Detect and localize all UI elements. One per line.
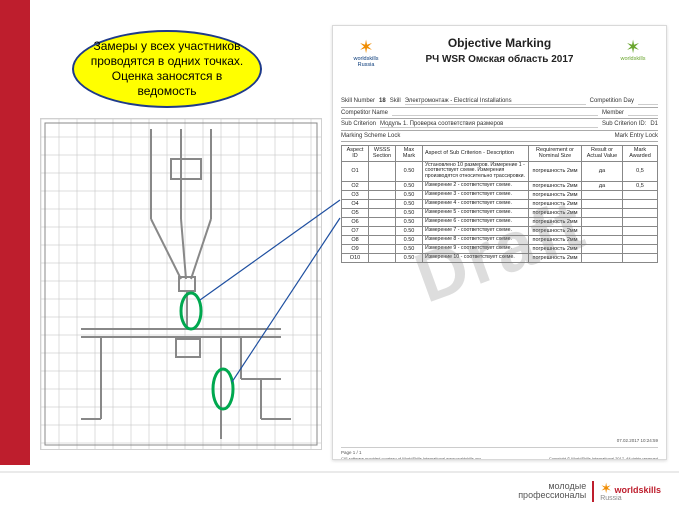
callout-bubble: Замеры у всех участников проводятся в од…: [72, 30, 262, 108]
footer-brand-sub: Russia: [600, 495, 661, 502]
footer-brand: worldskills: [614, 485, 661, 495]
footer-logo: молодые профессионалы ✶ worldskills Russ…: [518, 481, 661, 502]
page-footer: молодые профессионалы ✶ worldskills Russ…: [0, 471, 679, 509]
footer-line2: профессионалы: [518, 491, 586, 500]
callout-text: Замеры у всех участников проводятся в од…: [88, 39, 246, 99]
